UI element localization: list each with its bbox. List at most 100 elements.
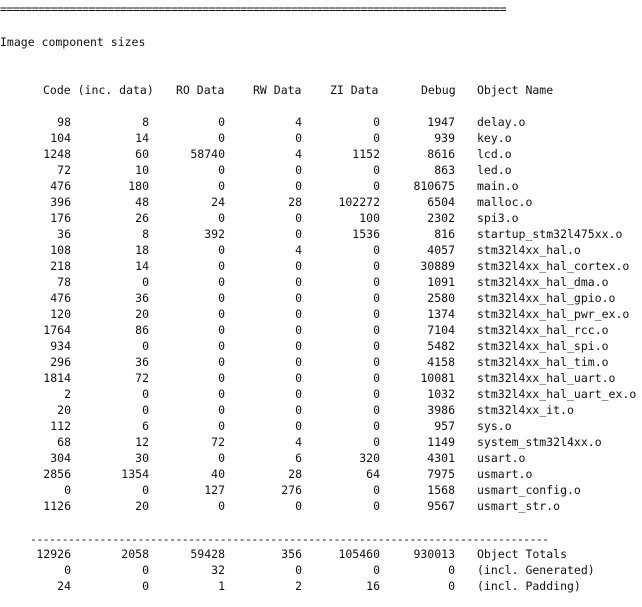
cell-ro-data: 0 — [218, 307, 225, 321]
cell-code: 112 — [50, 419, 71, 433]
cell-debug: 1568 — [427, 483, 455, 497]
cell-ro-data: 0 — [218, 323, 225, 337]
cell-object-name: stm32l4xx_it.o — [477, 403, 574, 417]
cell-rw-data: 28 — [288, 467, 302, 481]
cell-rw-data: 0 — [295, 355, 302, 369]
cell-debug: 863 — [434, 163, 455, 177]
cell-code: 218 — [50, 259, 71, 273]
cell-zi-data: 0 — [373, 403, 380, 417]
separator-top: ========================================… — [0, 2, 506, 16]
header-ro-data: RO Data — [176, 83, 225, 97]
cell-ro-data: 0 — [218, 243, 225, 257]
cell-debug: 8616 — [427, 147, 455, 161]
cell-ro-data: 1 — [218, 579, 225, 593]
cell-inc-data: 180 — [128, 179, 149, 193]
cell-inc-data: 36 — [135, 355, 149, 369]
cell-zi-data: 0 — [373, 483, 380, 497]
cell-debug: 3986 — [427, 403, 455, 417]
cell-debug: 1091 — [427, 275, 455, 289]
cell-inc-data: 36 — [135, 291, 149, 305]
cell-code: 1248 — [43, 147, 71, 161]
cell-ro-data: 127 — [204, 483, 225, 497]
cell-ro-data: 0 — [218, 275, 225, 289]
cell-zi-data: 0 — [373, 243, 380, 257]
cell-code: 396 — [50, 195, 71, 209]
cell-code: 2856 — [43, 467, 71, 481]
cell-debug: 0 — [448, 579, 455, 593]
cell-code: 476 — [50, 291, 71, 305]
cell-ro-data: 59428 — [190, 547, 225, 561]
cell-debug: 5482 — [427, 339, 455, 353]
cell-zi-data: 0 — [373, 419, 380, 433]
cell-zi-data: 1152 — [352, 147, 380, 161]
cell-debug: 1032 — [427, 387, 455, 401]
cell-zi-data: 0 — [373, 323, 380, 337]
cell-ro-data: 0 — [218, 403, 225, 417]
cell-debug: 7975 — [427, 467, 455, 481]
cell-ro-data: 72 — [211, 435, 225, 449]
cell-code: 0 — [64, 483, 71, 497]
cell-code: 2 — [64, 387, 71, 401]
cell-inc-data: 14 — [135, 131, 149, 145]
cell-inc-data: 30 — [135, 451, 149, 465]
cell-inc-data: 20 — [135, 307, 149, 321]
cell-ro-data: 0 — [218, 131, 225, 145]
cell-debug: 7104 — [427, 323, 455, 337]
cell-code: 304 — [50, 451, 71, 465]
cell-debug: 1374 — [427, 307, 455, 321]
cell-object-name: stm32l4xx_hal_cortex.o — [477, 259, 630, 273]
cell-ro-data: 0 — [218, 387, 225, 401]
cell-rw-data: 0 — [295, 211, 302, 225]
cell-inc-data: 60 — [135, 147, 149, 161]
cell-object-name: stm32l4xx_hal.o — [477, 243, 581, 257]
cell-object-name: lcd.o — [477, 147, 512, 161]
cell-object-name: led.o — [477, 163, 512, 177]
cell-code: 68 — [57, 435, 71, 449]
cell-code: 120 — [50, 307, 71, 321]
cell-rw-data: 0 — [295, 371, 302, 385]
cell-rw-data: 0 — [295, 387, 302, 401]
cell-object-name: stm32l4xx_hal_spi.o — [477, 339, 609, 353]
cell-code: 12926 — [36, 547, 71, 561]
cell-object-name: stm32l4xx_hal_pwr_ex.o — [477, 307, 630, 321]
cell-debug: 810675 — [413, 179, 455, 193]
cell-ro-data: 392 — [204, 227, 225, 241]
cell-object-name: stm32l4xx_hal_uart_ex.o — [477, 387, 637, 401]
cell-inc-data: 0 — [142, 563, 149, 577]
cell-inc-data: 18 — [135, 243, 149, 257]
cell-rw-data: 0 — [295, 339, 302, 353]
cell-zi-data: 0 — [373, 131, 380, 145]
cell-rw-data: 0 — [295, 227, 302, 241]
cell-rw-data: 0 — [295, 419, 302, 433]
header-row: Code (inc. data) RO Data RW Data ZI Data… — [0, 82, 553, 98]
cell-zi-data: 0 — [373, 163, 380, 177]
cell-inc-data: 0 — [142, 387, 149, 401]
cell-object-name: delay.o — [477, 115, 526, 129]
cell-code: 78 — [57, 275, 71, 289]
cell-ro-data: 32 — [211, 563, 225, 577]
cell-inc-data: 10 — [135, 163, 149, 177]
cell-debug: 4057 — [427, 243, 455, 257]
cell-rw-data: 6 — [295, 451, 302, 465]
cell-zi-data: 0 — [373, 563, 380, 577]
cell-inc-data: 12 — [135, 435, 149, 449]
cell-inc-data: 72 — [135, 371, 149, 385]
cell-code: 1764 — [43, 323, 71, 337]
cell-debug: 2302 — [427, 211, 455, 225]
cell-zi-data: 0 — [373, 115, 380, 129]
cell-zi-data: 0 — [373, 179, 380, 193]
cell-zi-data: 0 — [373, 259, 380, 273]
cell-object-name: malloc.o — [477, 195, 533, 209]
cell-code: 98 — [57, 115, 71, 129]
cell-rw-data: 0 — [295, 291, 302, 305]
cell-code: 20 — [57, 403, 71, 417]
cell-inc-data: 0 — [142, 483, 149, 497]
cell-debug: 1149 — [427, 435, 455, 449]
cell-ro-data: 58740 — [190, 147, 225, 161]
cell-code: 176 — [50, 211, 71, 225]
cell-rw-data: 0 — [295, 499, 302, 513]
cell-zi-data: 0 — [373, 371, 380, 385]
cell-inc-data: 8 — [142, 227, 149, 241]
cell-ro-data: 0 — [218, 259, 225, 273]
